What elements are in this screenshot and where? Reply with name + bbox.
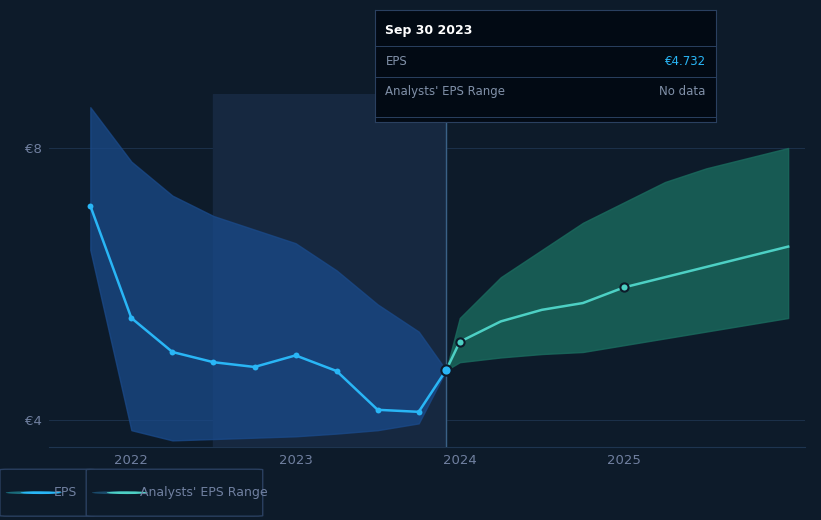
Text: Sep 30 2023: Sep 30 2023 (385, 24, 473, 37)
Text: Analysts Forecasts: Analysts Forecasts (452, 99, 562, 112)
FancyBboxPatch shape (0, 469, 94, 516)
Point (207, 358, 220, 367)
Circle shape (92, 491, 133, 494)
Point (289, 351, 302, 359)
Point (439, 366, 452, 374)
Point (84, 202, 97, 210)
Point (371, 406, 384, 414)
Bar (213, 94, 446, 447)
Text: Analysts' EPS Range: Analysts' EPS Range (385, 85, 506, 98)
Point (330, 367, 343, 375)
Point (439, 366, 452, 374)
Point (166, 348, 179, 356)
Point (453, 337, 466, 346)
Circle shape (107, 491, 148, 494)
Text: Analysts' EPS Range: Analysts' EPS Range (140, 486, 267, 499)
Point (617, 283, 631, 292)
Circle shape (21, 491, 62, 494)
Text: €4.732: €4.732 (664, 55, 706, 68)
Text: EPS: EPS (53, 486, 76, 499)
Point (125, 314, 138, 322)
Text: No data: No data (659, 85, 706, 98)
Point (412, 408, 425, 416)
FancyBboxPatch shape (86, 469, 263, 516)
Text: Actual: Actual (402, 99, 439, 112)
Circle shape (6, 491, 47, 494)
Text: EPS: EPS (385, 55, 407, 68)
Point (248, 363, 261, 371)
